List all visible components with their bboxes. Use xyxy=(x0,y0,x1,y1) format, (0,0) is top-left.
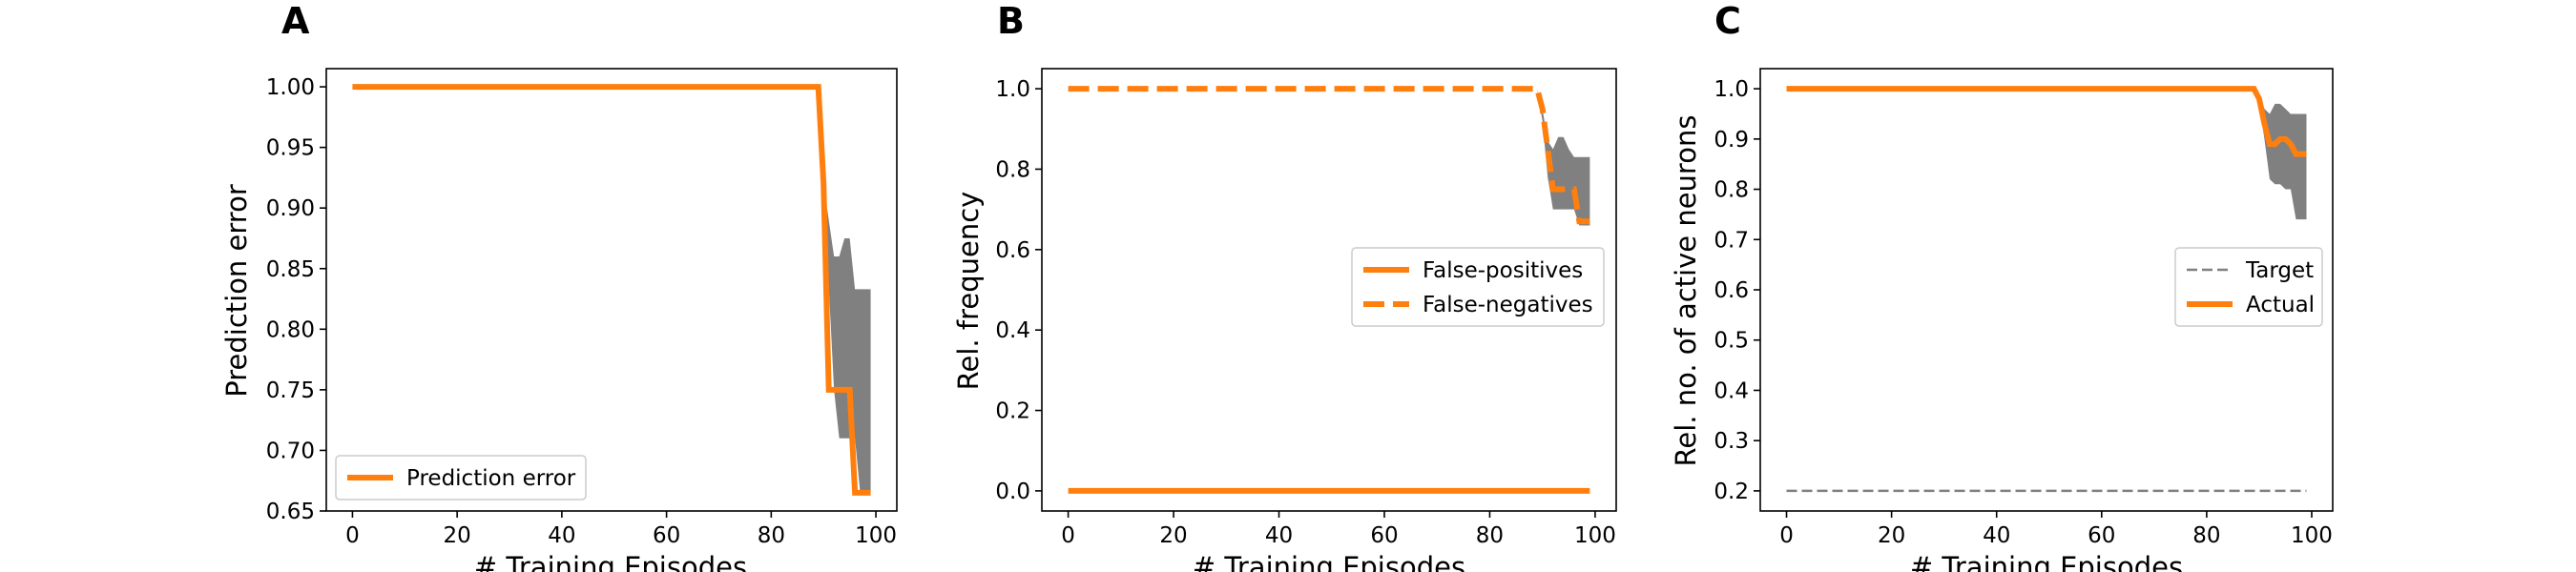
y-tick-label: 0.70 xyxy=(266,439,315,463)
legend-entry: Actual xyxy=(2246,293,2315,317)
x-tick-label: 20 xyxy=(1878,523,1905,548)
legend-entry: Prediction error xyxy=(406,466,576,491)
x-tick-label: 0 xyxy=(345,523,360,548)
y-tick-label: 0.8 xyxy=(995,157,1030,182)
legend-entry: Target xyxy=(2245,258,2314,283)
x-tick-label: 80 xyxy=(1476,523,1504,548)
x-tick-label: 80 xyxy=(2192,523,2220,548)
panel-a-ylabel: Prediction error xyxy=(220,184,253,398)
panel-c-letter: C xyxy=(1714,0,1741,42)
panel-a: A Prediction error # Training Episodes xyxy=(220,0,747,572)
panel-c-xlabel: # Training Episodes xyxy=(1910,551,2183,572)
x-tick-label: 100 xyxy=(1574,523,1616,548)
y-tick-label: 0.0 xyxy=(995,480,1030,504)
x-tick-label: 100 xyxy=(855,523,897,548)
x-tick-label: 80 xyxy=(758,523,785,548)
y-tick-label: 0.4 xyxy=(1714,378,1749,403)
y-tick-label: 0.6 xyxy=(1714,278,1749,303)
x-tick-label: 100 xyxy=(2291,523,2333,548)
legend-box xyxy=(335,455,587,500)
y-tick-label: 0.4 xyxy=(995,318,1030,343)
y-tick-label: 1.00 xyxy=(266,75,315,100)
legend-entry: False-positives xyxy=(1423,258,1583,283)
y-tick-label: 1.0 xyxy=(1714,77,1749,102)
axes-frame xyxy=(325,68,898,512)
y-tick-label: 0.7 xyxy=(1714,228,1749,253)
panel-a-xlabel: # Training Episodes xyxy=(474,551,747,572)
series-line-prediction-error xyxy=(352,84,871,496)
x-tick-label: 0 xyxy=(1779,523,1794,548)
y-tick-label: 0.9 xyxy=(1714,128,1749,153)
plot-a: 0 20 40 60 80 100 0.65 0.70 0.75 0.80 0.85 0.90 0.95… xyxy=(266,68,898,548)
legend: Prediction error xyxy=(335,455,587,500)
series-line-actual xyxy=(1786,86,2307,157)
x-tick-label: 40 xyxy=(548,523,575,548)
variability-band xyxy=(1786,89,2307,220)
variability-band xyxy=(352,87,871,493)
y-tick-label: 0.90 xyxy=(266,196,315,221)
y-tick-label: 0.8 xyxy=(1714,178,1749,203)
panel-c: C Rel. no. of active neurons # Training … xyxy=(1670,0,2183,572)
y-tick-label: 0.2 xyxy=(995,399,1030,424)
legend: False-positives False-negatives xyxy=(1351,247,1605,327)
x-tick-label: 60 xyxy=(2088,523,2115,548)
y-tick-label: 0.65 xyxy=(266,500,315,524)
axes-frame xyxy=(1041,68,1617,512)
y-tick-label: 0.3 xyxy=(1714,429,1749,454)
x-tick-label: 20 xyxy=(1159,523,1187,548)
y-tick-label: 0.80 xyxy=(266,317,315,342)
panel-c-ylabel: Rel. no. of active neurons xyxy=(1670,115,1702,467)
y-tick-label: 0.6 xyxy=(995,238,1030,263)
legend: Target Actual xyxy=(2174,247,2323,327)
panel-b-xlabel: # Training Episodes xyxy=(1193,551,1465,572)
y-tick-label: 0.85 xyxy=(266,257,315,282)
x-tick-label: 40 xyxy=(1983,523,2010,548)
legend-entry: False-negatives xyxy=(1423,293,1593,317)
y-tick-label: 0.2 xyxy=(1714,480,1749,504)
x-tick-label: 60 xyxy=(1370,523,1398,548)
x-tick-label: 60 xyxy=(653,523,680,548)
y-tick-label: 1.0 xyxy=(995,77,1030,102)
y-tick-label: 0.5 xyxy=(1714,329,1749,354)
y-tick-label: 0.75 xyxy=(266,378,315,403)
legend-box xyxy=(1351,247,1605,327)
y-tick-label: 0.95 xyxy=(266,136,315,161)
x-tick-label: 0 xyxy=(1061,523,1075,548)
plot-c: 0 20 40 60 80 100 0.2 0.3 0.4 0.5 0.6 0.7 0.8 0.9 1.0 T… xyxy=(1714,68,2334,548)
variability-band xyxy=(1068,89,1590,226)
x-tick-label: 40 xyxy=(1265,523,1293,548)
panel-b: B Rel. frequency # Training Episodes xyxy=(952,0,1465,572)
x-tick-label: 20 xyxy=(444,523,471,548)
panel-b-ylabel: Rel. frequency xyxy=(952,192,985,391)
panel-b-letter: B xyxy=(997,0,1025,42)
panel-a-letter: A xyxy=(281,0,310,42)
plot-b: 0 20 40 60 80 100 0.0 0.2 0.4 0.6 0.8 1.0 False-posi… xyxy=(995,68,1617,548)
series-line-false-negatives xyxy=(1068,86,1590,225)
